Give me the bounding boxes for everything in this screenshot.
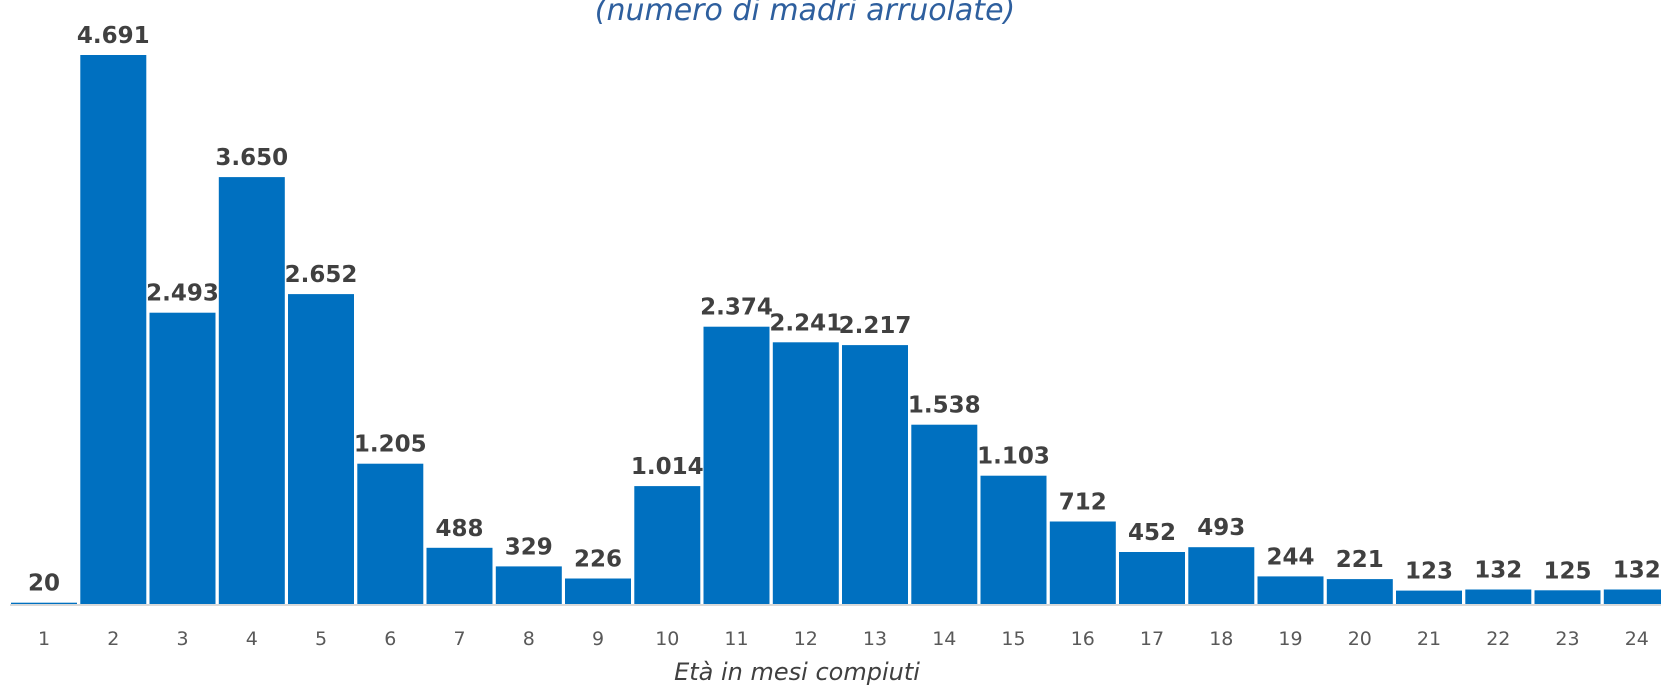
value-label-14: 1.538	[908, 393, 981, 419]
bar-7	[426, 547, 493, 605]
x-tick-label-13: 13	[863, 628, 887, 650]
value-label-17: 452	[1128, 520, 1176, 546]
bar-14	[911, 424, 978, 605]
x-tick-label-5: 5	[315, 628, 327, 650]
bar-23	[1534, 590, 1601, 605]
bar-18	[1188, 547, 1255, 605]
bar-2	[80, 55, 147, 605]
bar-11	[703, 326, 770, 605]
value-label-18: 493	[1197, 515, 1245, 541]
bar-13	[842, 345, 908, 605]
value-label-10: 1.014	[631, 454, 704, 480]
value-label-8: 329	[505, 534, 553, 560]
bar-17	[1119, 552, 1185, 605]
value-label-24: 132	[1613, 558, 1661, 584]
bar-4	[218, 177, 285, 605]
x-tick-label-14: 14	[932, 628, 956, 650]
x-tick-label-7: 7	[453, 628, 465, 650]
value-label-13: 2.217	[839, 313, 912, 339]
bar-5	[288, 294, 354, 605]
value-label-20: 221	[1336, 547, 1384, 573]
value-label-11: 2.374	[700, 295, 773, 321]
bar-1	[11, 602, 77, 605]
bar-9	[565, 578, 631, 605]
bar-12	[772, 342, 839, 605]
value-label-22: 132	[1474, 558, 1522, 584]
x-tick-label-11: 11	[724, 628, 748, 650]
value-label-19: 244	[1266, 544, 1314, 570]
tick-labels-group: 1 2 3 4 5 6 7 8 9 10 11 12 13 14 15 16 17 18 19 20 21 22 23 24	[38, 628, 1649, 650]
x-tick-label-2: 2	[107, 628, 119, 650]
bar-22	[1465, 589, 1532, 605]
x-tick-label-18: 18	[1209, 628, 1233, 650]
bar-6	[357, 463, 424, 605]
x-tick-label-1: 1	[38, 628, 50, 650]
x-tick-label-24: 24	[1625, 628, 1649, 650]
x-tick-label-23: 23	[1555, 628, 1579, 650]
value-label-21: 123	[1405, 559, 1453, 585]
x-tick-label-6: 6	[384, 628, 396, 650]
bar-10	[634, 486, 701, 605]
x-tick-label-17: 17	[1140, 628, 1164, 650]
value-label-9: 226	[574, 547, 622, 573]
x-tick-label-16: 16	[1071, 628, 1095, 650]
bar-15	[980, 475, 1047, 605]
bar-21	[1396, 590, 1462, 605]
bar-3	[149, 312, 216, 605]
value-label-12: 2.241	[769, 310, 842, 336]
x-tick-label-22: 22	[1486, 628, 1510, 650]
value-label-16: 712	[1059, 490, 1107, 516]
x-tick-label-3: 3	[176, 628, 188, 650]
x-tick-label-10: 10	[655, 628, 679, 650]
bar-8	[495, 566, 562, 605]
value-label-5: 2.652	[285, 262, 358, 288]
value-labels-group: 20 4.691 2.493 3.650 2.652 1.205 488 329 226 1.01…	[28, 23, 1661, 597]
bar-24	[1603, 589, 1661, 605]
bars-group	[11, 55, 1661, 605]
x-tick-label-19: 19	[1278, 628, 1302, 650]
x-tick-label-12: 12	[794, 628, 818, 650]
bar-19	[1257, 576, 1324, 605]
x-axis-title: Età in mesi compiuti	[674, 658, 920, 686]
value-label-15: 1.103	[977, 444, 1050, 470]
x-tick-label-9: 9	[592, 628, 604, 650]
value-label-3: 2.493	[146, 281, 219, 307]
x-tick-label-15: 15	[1001, 628, 1025, 650]
bar-16	[1049, 521, 1116, 605]
x-tick-label-4: 4	[246, 628, 258, 650]
chart-title: (numero di madri arruolate)	[595, 0, 1015, 28]
value-label-6: 1.205	[354, 432, 427, 458]
x-tick-label-20: 20	[1348, 628, 1372, 650]
value-label-7: 488	[435, 516, 483, 542]
x-tick-label-21: 21	[1417, 628, 1441, 650]
value-label-23: 125	[1543, 558, 1591, 584]
bar-20	[1326, 579, 1393, 605]
value-label-2: 4.691	[77, 23, 150, 49]
x-tick-label-8: 8	[523, 628, 535, 650]
value-label-1: 20	[28, 571, 60, 597]
value-label-4: 3.650	[215, 145, 288, 171]
